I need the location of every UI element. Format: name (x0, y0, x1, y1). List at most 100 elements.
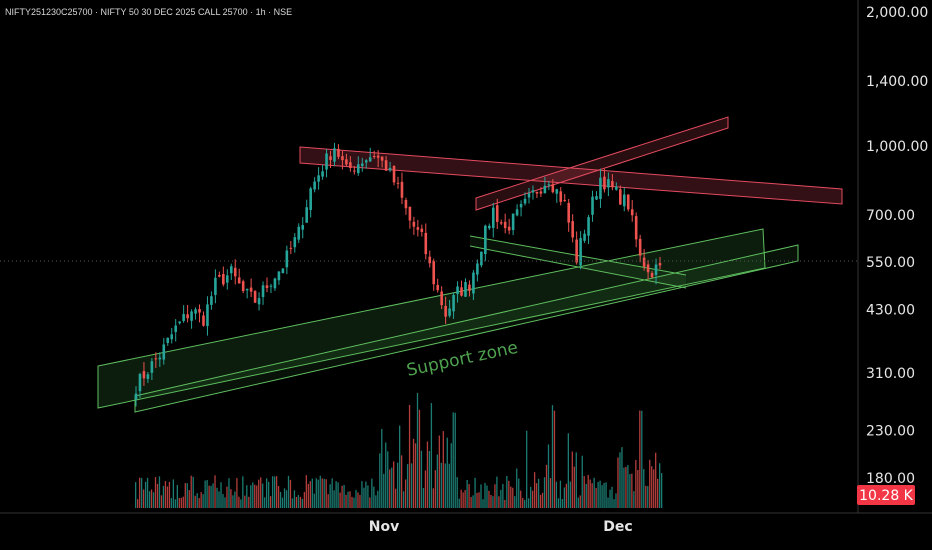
volume-bar (504, 499, 506, 508)
time-tick-label: Dec (603, 519, 632, 535)
volume-bar (569, 481, 571, 508)
candle-body (273, 278, 277, 289)
price-axis[interactable]: 2,000.00 1,400.00 1,000.00 700.00 550.00 430.… (866, 5, 928, 487)
volume-bar (135, 482, 137, 508)
volume-bar (357, 492, 359, 508)
time-axis[interactable]: Nov Dec (369, 519, 633, 535)
volume-bar (174, 499, 176, 508)
volume-bar (623, 467, 625, 508)
volume-bar (166, 486, 169, 508)
volume-bar (472, 495, 474, 508)
volume-bar (498, 496, 500, 508)
rising-red-band[interactable] (475, 116, 729, 211)
descending-channel-lower[interactable] (469, 245, 687, 289)
volume-bar (200, 492, 202, 508)
candle-body (317, 175, 320, 182)
volume-bar (404, 479, 407, 508)
volume-bar (319, 475, 321, 508)
volume-badge-bg (857, 485, 915, 505)
volume-bar (295, 496, 298, 508)
volume-bar (224, 497, 226, 508)
volume-bar (377, 490, 379, 508)
volume-bar (549, 478, 552, 508)
volume-bar (264, 497, 266, 508)
candle-body (241, 281, 245, 292)
volume-bar (480, 484, 482, 508)
volume-bar (490, 494, 492, 508)
volume-bar (470, 497, 472, 508)
candle-body (265, 285, 269, 288)
candle-body (364, 160, 368, 163)
volume-bar (422, 488, 425, 508)
support-inner-channel[interactable] (134, 244, 799, 413)
candle-body (325, 153, 328, 170)
candle-body (245, 288, 249, 291)
candle-body (384, 160, 388, 171)
candle-body (480, 251, 483, 266)
volume-bar (226, 486, 228, 508)
price-tick-label: 2,000.00 (866, 5, 928, 21)
volume-bar (150, 489, 153, 508)
candle-body (388, 167, 392, 171)
candle-body (301, 225, 305, 230)
volume-bar (138, 477, 141, 508)
volume-bar (486, 485, 488, 508)
volume-bar (537, 478, 540, 508)
volume-bar (162, 485, 165, 508)
volume-bar (148, 491, 151, 508)
volume-bar (343, 484, 345, 508)
volume-bar (323, 478, 325, 508)
volume-bar (436, 454, 438, 508)
candle-body (261, 285, 265, 298)
volume-bar (303, 492, 306, 508)
volume-bar (313, 493, 315, 508)
volume-bar (639, 410, 641, 508)
volume-bar (285, 490, 288, 508)
candle-body (404, 199, 408, 209)
volume-bar (406, 464, 409, 508)
volume-bar (420, 450, 423, 508)
volume-bar (571, 451, 573, 508)
candle-body (488, 225, 491, 229)
volume-bar (514, 496, 516, 508)
candle-body (654, 264, 658, 276)
volume-bar (617, 457, 619, 508)
candle-body (186, 314, 189, 319)
volume-bar (555, 481, 558, 508)
price-tick-label: 230.00 (866, 424, 915, 440)
volume-bar (438, 435, 440, 508)
candle-body (543, 185, 547, 194)
volume-bar (442, 431, 444, 508)
volume-bar (325, 479, 327, 508)
volume-bar (518, 478, 520, 508)
volume-bar (293, 490, 296, 508)
volume-bar (426, 441, 429, 508)
candle-body (162, 344, 166, 360)
volume-bar (557, 498, 560, 508)
resistance-band[interactable] (299, 146, 843, 205)
candle-body (484, 225, 487, 255)
descending-channel-upper[interactable] (469, 235, 687, 276)
candle-body (622, 194, 626, 207)
volume-bar (629, 474, 631, 508)
volume-bar (589, 479, 591, 508)
volume-bar (508, 480, 510, 508)
volume-bar (446, 437, 448, 508)
candle-body (269, 285, 273, 287)
volume-bar (565, 483, 568, 508)
volume-bar (287, 475, 290, 508)
candle-body (416, 227, 420, 230)
candle-body (619, 189, 622, 205)
volume-bar (315, 478, 317, 508)
candle-body (376, 155, 380, 158)
chart-drawings[interactable] (97, 116, 843, 413)
candle-body (214, 277, 217, 295)
candle-body (190, 311, 193, 321)
volume-bar (317, 479, 319, 508)
support-zone-band[interactable] (97, 228, 766, 409)
volume-bar (351, 496, 353, 508)
volume-bar (232, 495, 234, 508)
volume-bar (373, 486, 375, 508)
candle-body (448, 308, 451, 316)
